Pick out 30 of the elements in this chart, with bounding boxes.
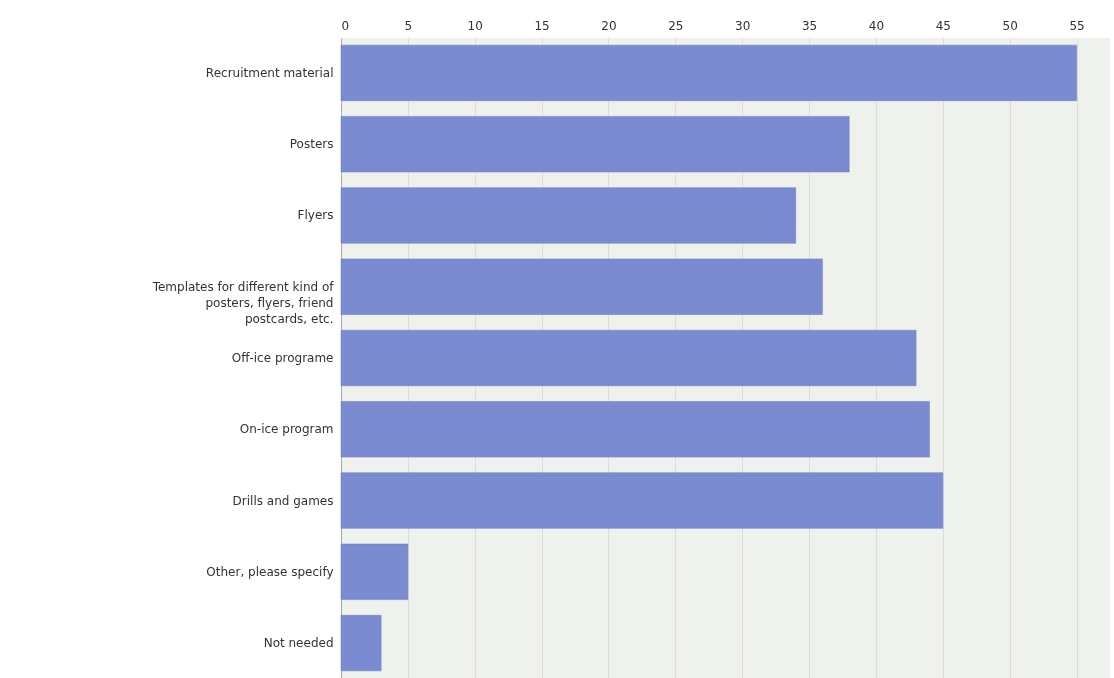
- x-tick-label: 15: [534, 18, 550, 33]
- y-tick-label: Posters: [289, 137, 334, 152]
- y-tick-label: Other, please specify: [206, 564, 334, 579]
- x-tick-label: 40: [868, 18, 885, 33]
- bar: [340, 44, 1077, 101]
- x-tick-label: 20: [601, 18, 617, 33]
- y-tick-label: Templates for different kind of posters, flyers, friend postcards, etc.: [151, 279, 335, 326]
- x-tick-label: 0: [341, 18, 350, 33]
- bar: [340, 187, 796, 244]
- bar: [340, 472, 944, 529]
- x-tick-label: 35: [801, 18, 818, 33]
- x-tick-label: 10: [467, 18, 483, 33]
- y-tick-label: Flyers: [297, 208, 334, 223]
- x-tick-label: 25: [668, 18, 684, 33]
- x-tick-label: 30: [735, 18, 751, 33]
- x-tick-label: 45: [935, 18, 951, 33]
- y-tick-label: Recruitment material: [205, 65, 334, 80]
- y-tick-label: Drills and games: [232, 493, 334, 508]
- x-tick-label: 55: [1069, 18, 1085, 33]
- bar: [340, 615, 382, 672]
- bar: [340, 116, 850, 173]
- bar: [340, 543, 409, 600]
- bar: [340, 258, 823, 315]
- bar: [340, 401, 930, 458]
- x-tick-label: 50: [1002, 18, 1018, 33]
- y-tick-label: On-ice program: [239, 422, 334, 437]
- y-tick-label: Not needed: [263, 636, 334, 651]
- x-tick-label: 5: [404, 18, 413, 33]
- bar: [340, 329, 917, 387]
- y-tick-label: Off-ice programe: [231, 351, 334, 365]
